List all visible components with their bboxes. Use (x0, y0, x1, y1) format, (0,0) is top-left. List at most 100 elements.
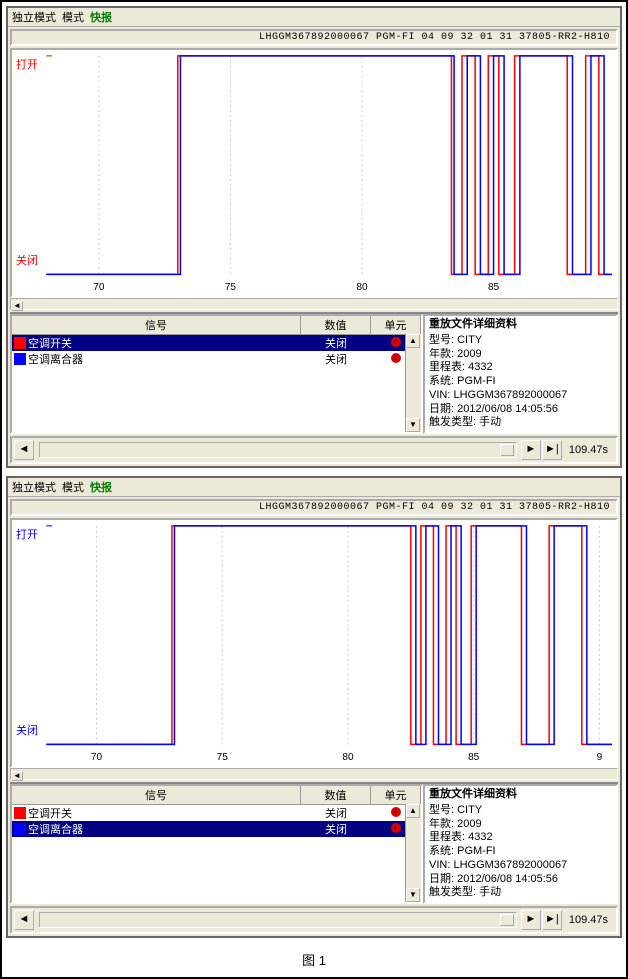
rewind-button[interactable]: ◄ (14, 910, 34, 930)
signal-name: 空调开关 (28, 805, 72, 821)
color-swatch (14, 337, 26, 349)
table-row[interactable]: 空调开关 关闭 (12, 335, 421, 351)
file-info-panel: 重放文件详细资料型号: CITY年款: 2009里程表: 4332系统: PGM… (423, 784, 618, 904)
scroll-up-icon[interactable]: ▲ (406, 804, 420, 818)
playback-bar: ◄ ►►|109.47s (10, 436, 618, 464)
signal-table: 信号数值单元空调开关关闭空调离合器关闭▲▼ (10, 784, 423, 904)
scroll-up-icon[interactable]: ▲ (406, 334, 420, 348)
scroll-left-icon[interactable]: ◄ (11, 771, 23, 781)
time-label: 109.47s (563, 444, 614, 456)
skip-end-button[interactable]: ►| (542, 440, 562, 460)
menu-quick[interactable]: 快报 (90, 482, 112, 494)
y-label-open: 打开 (16, 526, 38, 542)
lower-section: 信号数值单元空调开关关闭空调离合器关闭▲▼重放文件详细资料型号: CITY年款:… (10, 782, 618, 904)
table-vscroll[interactable]: ▲▼ (405, 804, 421, 902)
figure-caption: 图 1 (6, 946, 622, 973)
y-label-close: 关闭 (16, 252, 38, 268)
scroll-left-icon[interactable]: ◄ (11, 301, 23, 311)
info-line: VIN: LHGGM367892000067 (429, 389, 612, 403)
diagnostic-panel: 独立模式模式快报 LHGGM367892000067 PGM-FI 04 09 3… (6, 6, 622, 468)
y-label-open: 打开 (16, 56, 38, 72)
info-line: 系统: PGM-FI (429, 375, 612, 389)
signal-value: 关闭 (301, 335, 371, 351)
svg-text:70: 70 (93, 282, 105, 293)
status-dot-icon (390, 352, 402, 364)
file-info-panel: 重放文件详细资料型号: CITY年款: 2009里程表: 4332系统: PGM… (423, 314, 618, 434)
svg-text:80: 80 (356, 282, 368, 293)
chart-hscroll[interactable]: ◄ (10, 298, 618, 310)
diagnostic-panel: 独立模式模式快报 LHGGM367892000067 PGM-FI 04 09 3… (6, 476, 622, 938)
info-title: 重放文件详细资料 (429, 318, 612, 332)
chart-hscroll[interactable]: ◄ (10, 768, 618, 780)
color-swatch (14, 353, 26, 365)
col-unit[interactable]: 单元 (371, 316, 421, 334)
table-row[interactable]: 空调离合器 关闭 (12, 351, 421, 367)
color-swatch (14, 807, 26, 819)
info-line: 触发类型: 手动 (429, 416, 612, 430)
signal-value: 关闭 (301, 821, 371, 837)
menu-quick[interactable]: 快报 (90, 12, 112, 24)
menu-mode[interactable]: 模式 (62, 482, 84, 494)
playback-track[interactable] (39, 442, 517, 458)
col-value[interactable]: 数值 (301, 316, 371, 334)
rewind-button[interactable]: ◄ (14, 440, 34, 460)
info-title: 重放文件详细资料 (429, 788, 612, 802)
table-row[interactable]: 空调离合器 关闭 (12, 821, 421, 837)
y-label-close: 关闭 (16, 722, 38, 738)
menu-bar: 独立模式模式快报 (8, 478, 620, 497)
col-signal[interactable]: 信号 (12, 786, 301, 804)
info-line: 里程表: 4332 (429, 361, 612, 375)
info-line: 型号: CITY (429, 334, 612, 348)
play-button[interactable]: ► (521, 910, 541, 930)
signal-value: 关闭 (301, 805, 371, 821)
menu-bar: 独立模式模式快报 (8, 8, 620, 27)
playback-thumb[interactable] (500, 444, 514, 456)
svg-text:75: 75 (225, 282, 237, 293)
svg-text:80: 80 (342, 752, 354, 763)
signal-name: 空调开关 (28, 335, 72, 351)
svg-text:85: 85 (468, 752, 480, 763)
info-line: 系统: PGM-FI (429, 845, 612, 859)
info-line: 日期: 2012/06/08 14:05:56 (429, 873, 612, 887)
col-signal[interactable]: 信号 (12, 316, 301, 334)
scroll-down-icon[interactable]: ▼ (406, 888, 420, 902)
header-strip: LHGGM367892000067 PGM-FI 04 09 32 01 31 … (10, 29, 618, 46)
play-button[interactable]: ► (521, 440, 541, 460)
menu-standalone[interactable]: 独立模式 (12, 12, 56, 24)
lower-section: 信号数值单元空调开关关闭空调离合器关闭▲▼重放文件详细资料型号: CITY年款:… (10, 312, 618, 434)
svg-text:70: 70 (91, 752, 103, 763)
svg-text:85: 85 (488, 282, 500, 293)
svg-text:75: 75 (217, 752, 229, 763)
playback-thumb[interactable] (500, 914, 514, 926)
header-strip: LHGGM367892000067 PGM-FI 04 09 32 01 31 … (10, 499, 618, 516)
status-dot-icon (390, 806, 402, 818)
signal-name: 空调离合器 (28, 351, 83, 367)
playback-track[interactable] (39, 912, 517, 928)
info-line: 触发类型: 手动 (429, 886, 612, 900)
col-unit[interactable]: 单元 (371, 786, 421, 804)
info-line: VIN: LHGGM367892000067 (429, 859, 612, 873)
time-label: 109.47s (563, 914, 614, 926)
signal-table: 信号数值单元空调开关关闭空调离合器关闭▲▼ (10, 314, 423, 434)
table-vscroll[interactable]: ▲▼ (405, 334, 421, 432)
scroll-down-icon[interactable]: ▼ (406, 418, 420, 432)
status-dot-icon (390, 336, 402, 348)
status-dot-icon (390, 822, 402, 834)
col-value[interactable]: 数值 (301, 786, 371, 804)
signal-name: 空调离合器 (28, 821, 83, 837)
info-line: 年款: 2009 (429, 818, 612, 832)
skip-end-button[interactable]: ►| (542, 910, 562, 930)
info-line: 日期: 2012/06/08 14:05:56 (429, 403, 612, 417)
playback-bar: ◄ ►►|109.47s (10, 906, 618, 934)
menu-standalone[interactable]: 独立模式 (12, 482, 56, 494)
table-row[interactable]: 空调开关 关闭 (12, 805, 421, 821)
color-swatch (14, 823, 26, 835)
info-line: 年款: 2009 (429, 348, 612, 362)
signal-value: 关闭 (301, 351, 371, 367)
info-line: 型号: CITY (429, 804, 612, 818)
signal-chart: 70 75 80 85 打开关闭 (10, 48, 618, 298)
info-line: 里程表: 4332 (429, 831, 612, 845)
signal-chart: 70 75 80 85 9 打开关闭 (10, 518, 618, 768)
svg-text:9: 9 (597, 752, 603, 763)
menu-mode[interactable]: 模式 (62, 12, 84, 24)
